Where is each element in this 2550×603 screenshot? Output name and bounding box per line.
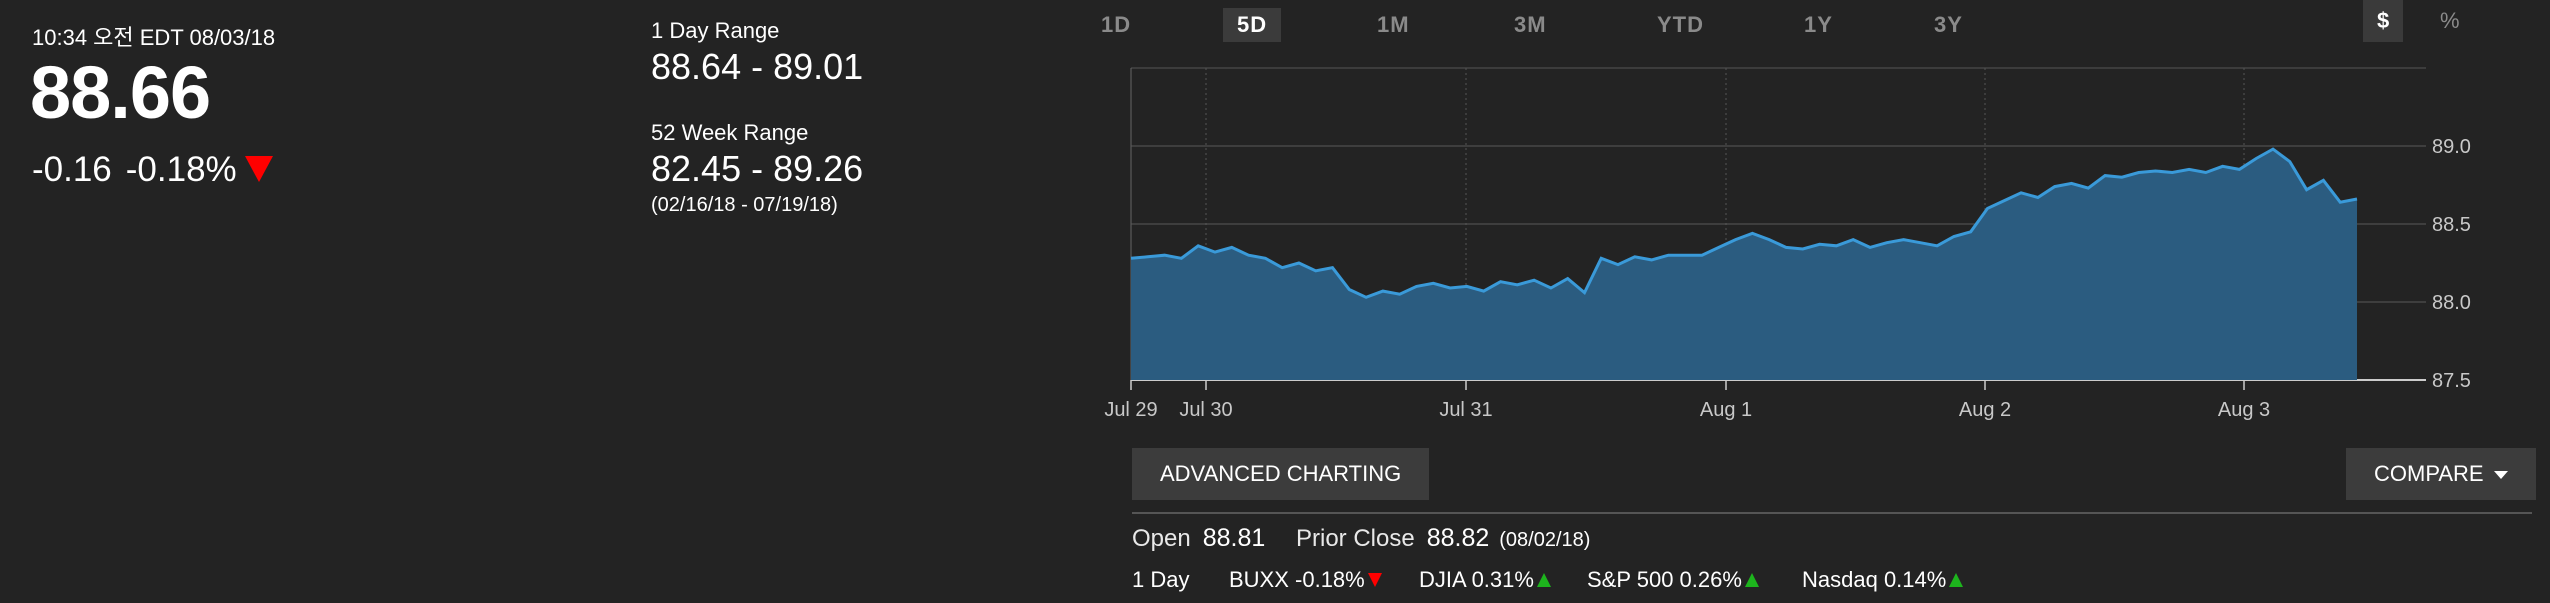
tab-3y[interactable]: 3Y (1934, 12, 1963, 37)
change-value: -0.16 (32, 150, 112, 189)
prior-close-value: 88.82 (1426, 524, 1490, 552)
price-change: -0.16 -0.18% (32, 150, 273, 190)
open-stat: Open 88.81 (1132, 524, 1265, 553)
prior-close-stat: Prior Close 88.82 (08/02/18) (1296, 524, 1590, 553)
week52-range-dates: (02/16/18 - 07/19/18) (651, 194, 838, 216)
tab-3m[interactable]: 3M (1514, 12, 1547, 37)
index-djia-text: DJIA 0.31% (1419, 567, 1534, 592)
y-tick-label: 88.0 (2432, 292, 2471, 314)
quote-timestamp: 10:34 오전 EDT 08/03/18 (32, 25, 276, 50)
up-arrow-icon (1536, 573, 1551, 587)
y-tick-label: 89.0 (2432, 136, 2471, 158)
y-tick-label: 88.5 (2432, 214, 2471, 236)
x-tick-label: Jul 29 (1104, 399, 1157, 421)
open-value: 88.81 (1202, 524, 1266, 552)
change-percent: -0.18% (125, 150, 237, 189)
tab-ytd[interactable]: YTD (1657, 12, 1704, 37)
day-range-value: 88.64 - 89.01 (651, 46, 864, 87)
index-sp500[interactable]: S&P 500 0.26% (1587, 567, 1759, 593)
dollar-unit-button[interactable]: $ (2363, 0, 2404, 42)
tab-1y[interactable]: 1Y (1804, 12, 1833, 37)
x-tick-label: Aug 2 (1959, 399, 2011, 421)
x-tick-label: Aug 3 (2218, 399, 2270, 421)
compare-label: COMPARE (2374, 461, 2484, 486)
index-buxx-text: BUXX -0.18% (1229, 567, 1365, 592)
x-tick-label: Jul 31 (1439, 399, 1492, 421)
week52-range-value: 82.45 - 89.26 (651, 148, 864, 189)
period-tabs: 1D 5D 1M 3M YTD 1Y 3Y $ % (1090, 0, 2490, 50)
day-range-label: 1 Day Range (651, 18, 780, 43)
prior-close-label: Prior Close (1296, 525, 1415, 552)
open-label: Open (1132, 525, 1191, 552)
index-nasdaq-text: Nasdaq 0.14% (1802, 567, 1947, 592)
price-area (1131, 149, 2357, 380)
divider (1132, 512, 2532, 514)
indices-label: 1 Day (1132, 567, 1190, 592)
tab-5d[interactable]: 5D (1223, 8, 1282, 42)
index-nasdaq[interactable]: Nasdaq 0.14% (1802, 567, 1964, 593)
up-arrow-icon (1949, 573, 1964, 587)
tab-1m[interactable]: 1M (1377, 12, 1410, 37)
price-chart[interactable]: 89.0 88.5 88.0 87.5 Jul 29 Jul 30 Jul 31 Aug 1 A… (0, 0, 2550, 430)
chevron-down-icon (2493, 471, 2508, 480)
compare-button[interactable]: COMPARE (2346, 448, 2536, 500)
prior-close-date: (08/02/18) (1499, 529, 1591, 551)
price-line (1130, 147, 2358, 299)
index-buxx[interactable]: BUXX -0.18% (1229, 567, 1382, 593)
tab-1d[interactable]: 1D (1101, 12, 1132, 37)
advanced-charting-button[interactable]: ADVANCED CHARTING (1132, 448, 1430, 500)
percent-unit-button[interactable]: % (2440, 8, 2460, 33)
down-arrow-icon (244, 155, 273, 182)
up-arrow-icon (1744, 573, 1759, 587)
y-tick-label: 87.5 (2432, 370, 2471, 392)
last-price: 88.66 (30, 51, 211, 134)
x-tick-label: Jul 30 (1179, 399, 1232, 421)
x-tick-label: Aug 1 (1700, 399, 1752, 421)
down-arrow-icon (1367, 573, 1382, 587)
week52-range-label: 52 Week Range (651, 120, 809, 145)
index-sp500-text: S&P 500 0.26% (1587, 567, 1742, 592)
index-djia[interactable]: DJIA 0.31% (1419, 567, 1551, 593)
